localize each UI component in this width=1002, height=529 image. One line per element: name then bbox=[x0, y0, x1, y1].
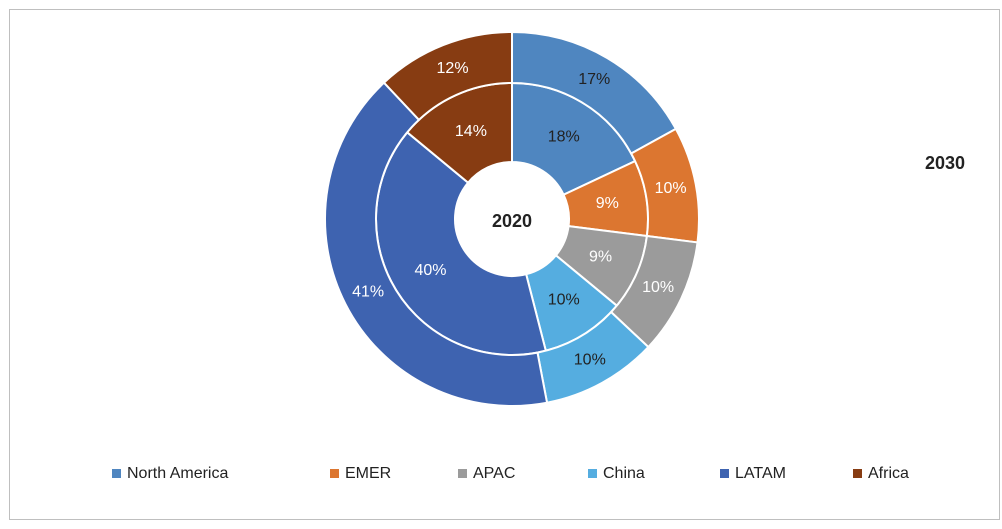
data-label: 10% bbox=[574, 352, 606, 369]
legend-label: APAC bbox=[473, 465, 515, 482]
data-label: 17% bbox=[578, 71, 610, 88]
legend-label: Africa bbox=[868, 465, 909, 482]
legend-label: EMER bbox=[345, 465, 391, 482]
legend-label: LATAM bbox=[735, 465, 786, 482]
legend-swatch bbox=[330, 469, 339, 478]
data-label: 9% bbox=[589, 249, 612, 266]
legend-label: China bbox=[603, 465, 645, 482]
data-label: 10% bbox=[655, 180, 687, 197]
outer-series-name: 2030 bbox=[925, 153, 965, 173]
data-label: 10% bbox=[642, 279, 674, 296]
legend-label: North America bbox=[127, 465, 228, 482]
legend-swatch bbox=[588, 469, 597, 478]
legend-swatch bbox=[853, 469, 862, 478]
legend-swatch bbox=[458, 469, 467, 478]
legend-swatch bbox=[720, 469, 729, 478]
legend-swatch bbox=[112, 469, 121, 478]
data-label: 41% bbox=[352, 284, 384, 301]
doughnut-slice bbox=[382, 30, 513, 122]
data-label: 40% bbox=[415, 262, 447, 279]
data-label: 12% bbox=[437, 60, 469, 77]
data-label: 9% bbox=[596, 195, 619, 212]
doughnut-slice bbox=[324, 81, 549, 407]
data-label: 18% bbox=[548, 129, 580, 146]
data-label: 10% bbox=[548, 292, 580, 309]
inner-series-name: 2020 bbox=[492, 211, 532, 231]
data-label: 14% bbox=[455, 123, 487, 140]
